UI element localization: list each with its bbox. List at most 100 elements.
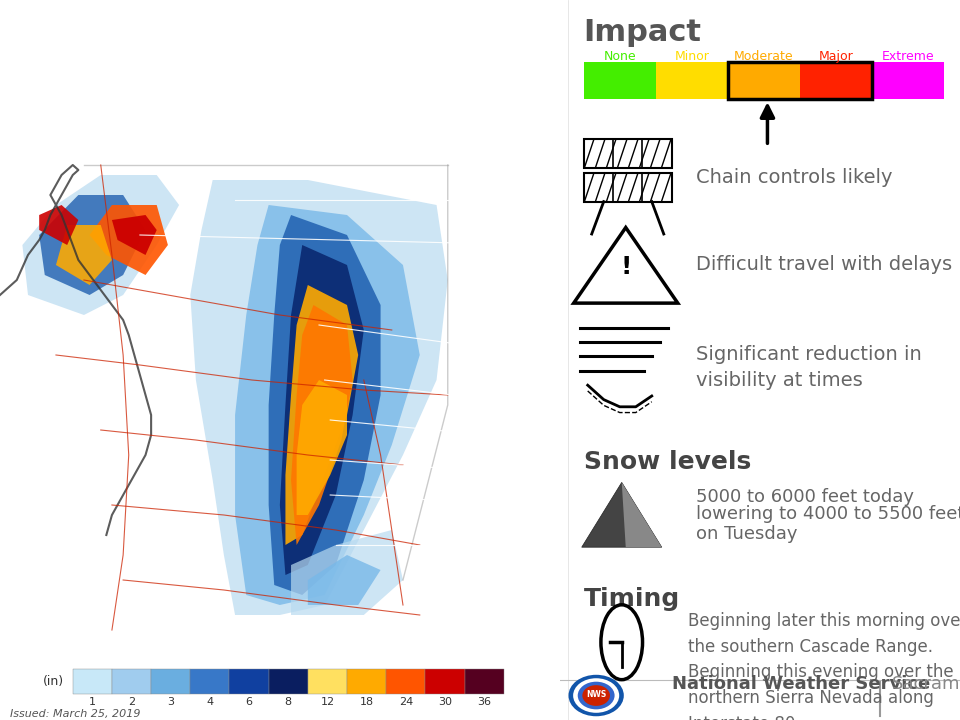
Text: 2-3": 2-3" <box>543 480 565 490</box>
Text: Carson Pass: Carson Pass <box>543 423 589 433</box>
Polygon shape <box>291 305 352 545</box>
Polygon shape <box>56 225 112 285</box>
Text: 18: 18 <box>360 697 373 707</box>
Text: Chain controls likely: Chain controls likely <box>696 168 892 187</box>
Text: Ebbetts Pass: Ebbetts Pass <box>543 459 591 467</box>
Text: !: ! <box>620 255 632 279</box>
Text: on Tuesday: on Tuesday <box>696 524 798 543</box>
Bar <box>386 670 425 694</box>
Bar <box>308 670 347 694</box>
Text: 4: 4 <box>206 697 213 707</box>
Text: Moderate: Moderate <box>734 50 794 63</box>
Polygon shape <box>291 530 403 615</box>
Polygon shape <box>622 482 661 547</box>
Bar <box>425 670 465 694</box>
Polygon shape <box>39 195 146 295</box>
Text: 1: 1 <box>89 697 96 707</box>
Text: 5000 to 6000 feet today: 5000 to 6000 feet today <box>696 488 914 505</box>
Bar <box>800 62 872 99</box>
Text: Beginning later this morning over
the southern Cascade Range.
Beginning this eve: Beginning later this morning over the so… <box>687 612 960 720</box>
Text: Snow levels: Snow levels <box>584 450 751 474</box>
Polygon shape <box>574 228 678 303</box>
Polygon shape <box>190 180 447 615</box>
Circle shape <box>578 682 614 709</box>
Text: 8: 8 <box>285 697 292 707</box>
Text: 1-2": 1-2" <box>543 510 565 520</box>
Text: 30: 30 <box>438 697 452 707</box>
Bar <box>190 670 229 694</box>
Text: 8-12": 8-12" <box>543 360 572 370</box>
Text: 24: 24 <box>398 697 413 707</box>
Text: 36: 36 <box>477 697 492 707</box>
Bar <box>347 670 386 694</box>
Text: Minor: Minor <box>674 50 709 63</box>
Circle shape <box>573 678 619 713</box>
Text: 6: 6 <box>246 697 252 707</box>
Circle shape <box>568 675 624 716</box>
Bar <box>584 173 672 202</box>
Text: Issued: March 25, 2019: Issued: March 25, 2019 <box>10 708 140 719</box>
Polygon shape <box>297 380 347 515</box>
Bar <box>229 670 269 694</box>
Bar <box>656 62 728 99</box>
Text: visibility at times: visibility at times <box>696 371 862 390</box>
Polygon shape <box>112 215 156 255</box>
Bar <box>872 62 944 99</box>
Text: None: None <box>604 50 636 63</box>
Circle shape <box>583 685 610 706</box>
Text: Timing: Timing <box>584 587 680 611</box>
Ellipse shape <box>345 32 450 46</box>
Text: Lassen Park: Lassen Park <box>543 228 588 238</box>
Bar <box>151 670 190 694</box>
Polygon shape <box>308 555 380 605</box>
Text: 3: 3 <box>167 697 174 707</box>
Polygon shape <box>235 205 420 605</box>
Text: NWS: NWS <box>586 690 607 699</box>
Polygon shape <box>39 205 79 245</box>
Text: lowering to 4000 to 5500 feet: lowering to 4000 to 5500 feet <box>696 505 960 523</box>
Bar <box>584 139 672 168</box>
Polygon shape <box>582 482 661 547</box>
Polygon shape <box>280 245 364 575</box>
Text: Sacramento: Sacramento <box>892 675 960 693</box>
Text: Echo Pass: Echo Pass <box>543 389 581 397</box>
Text: 12: 12 <box>321 697 334 707</box>
Polygon shape <box>89 205 168 275</box>
Text: Impact: Impact <box>584 18 702 47</box>
Text: ❄: ❄ <box>360 49 378 69</box>
Bar <box>584 62 656 99</box>
Bar <box>269 670 308 694</box>
Text: 4-6": 4-6" <box>543 205 565 215</box>
Polygon shape <box>285 285 358 545</box>
Bar <box>465 670 504 694</box>
Text: Thru midday Tuesday: Thru midday Tuesday <box>22 122 261 143</box>
Bar <box>112 670 151 694</box>
Text: Significant reduction in: Significant reduction in <box>696 345 922 364</box>
Bar <box>728 62 800 99</box>
Text: Snow: Snow <box>22 16 191 70</box>
Text: 24-30": 24-30" <box>543 250 579 260</box>
Text: (in): (in) <box>43 675 64 688</box>
Text: Tioga Pass: Tioga Pass <box>543 528 583 538</box>
Text: ❄: ❄ <box>444 48 463 68</box>
Polygon shape <box>22 175 180 315</box>
Text: Sonora Pass: Sonora Pass <box>543 488 589 498</box>
Ellipse shape <box>389 24 444 40</box>
Text: Difficult travel with delays: Difficult travel with delays <box>696 256 952 274</box>
Bar <box>728 62 872 99</box>
Text: Interstate 5: Interstate 5 <box>543 184 588 192</box>
Text: Major: Major <box>819 50 853 63</box>
Text: Forecast: Forecast <box>22 70 291 124</box>
Circle shape <box>601 605 642 680</box>
Polygon shape <box>269 215 380 595</box>
Text: Donner Pass: Donner Pass <box>543 338 590 348</box>
Text: ❄: ❄ <box>399 55 418 75</box>
Ellipse shape <box>342 27 414 44</box>
Text: 4-6": 4-6" <box>543 445 565 455</box>
Bar <box>73 670 112 694</box>
Text: Issued: March 25, 2019: Issued: March 25, 2019 <box>9 637 123 647</box>
Text: 2: 2 <box>128 697 135 707</box>
Text: National Weather Service: National Weather Service <box>672 675 930 693</box>
Text: Extreme: Extreme <box>881 50 934 63</box>
Text: 2-3": 2-3" <box>543 410 565 420</box>
